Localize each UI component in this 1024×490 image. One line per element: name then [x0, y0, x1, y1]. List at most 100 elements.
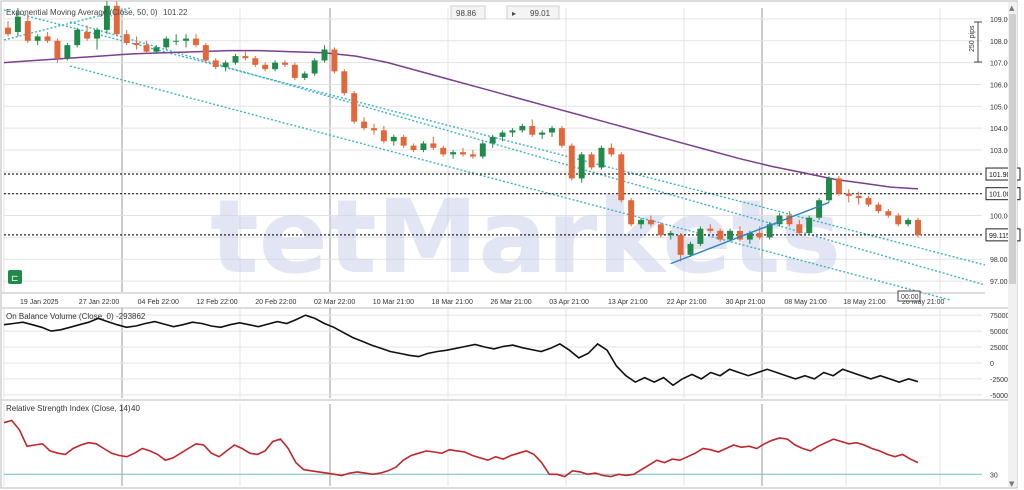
- time-tick-label: 18 Mar 21:00: [432, 299, 473, 306]
- bid-box[interactable]: [450, 5, 486, 20]
- time-tick-label: 26 Mar 21:00: [490, 299, 531, 306]
- candle-body: [816, 200, 823, 218]
- rsi-line: [3, 419, 919, 478]
- time-axis[interactable]: 19 Jan 2025 27 Jan 22:00 04 Feb 22:00 12 Fe…: [20, 299, 945, 306]
- candle-body: [420, 143, 427, 150]
- candle-body: [806, 217, 813, 234]
- candle-body: [717, 230, 724, 240]
- price-tick-label: 104.00: [990, 126, 1012, 133]
- candle-body: [677, 235, 684, 255]
- candle-body: [183, 38, 190, 41]
- candle-body: [460, 152, 466, 155]
- candle-body: [667, 233, 674, 236]
- rsi-value: 40: [131, 404, 140, 413]
- ema-indicator-label[interactable]: Exponential Moving Average (Close, 50, 0…: [6, 8, 158, 17]
- candle-body: [64, 45, 71, 59]
- watermark-logo: tetMarkets: [210, 178, 841, 297]
- candle-body: [638, 219, 645, 225]
- price-level-label: 101.000: [989, 192, 1014, 199]
- ask-sign: ▸: [512, 9, 516, 18]
- ema-line: [3, 49, 919, 190]
- obv-tick-label: 750000: [990, 313, 1013, 320]
- price-tick-label: 107.00: [990, 61, 1012, 68]
- candle-body: [855, 195, 862, 199]
- price-tick-label: 105.00: [990, 104, 1012, 111]
- candle-body: [776, 215, 783, 225]
- candle-body: [143, 45, 150, 52]
- candle-body: [163, 38, 170, 48]
- horizontal-levels: [4, 173, 982, 236]
- obv-tick-label: 500000: [990, 329, 1013, 336]
- chart-tool-glyph: ⊏: [11, 274, 19, 284]
- obv-tick-label: -250000: [990, 377, 1016, 384]
- candle-body: [74, 29, 81, 46]
- candle-body: [123, 34, 130, 43]
- cursor-time-label: 00:00: [901, 294, 919, 301]
- candle-body: [598, 147, 605, 168]
- candle-body: [519, 125, 526, 131]
- candle-body: [549, 128, 555, 133]
- obv-tick-label: 250000: [990, 345, 1013, 352]
- price-tick-label: 109.00: [990, 17, 1012, 24]
- candle-body: [835, 178, 842, 194]
- candle-body: [380, 130, 387, 142]
- obv-value: -293862: [116, 312, 146, 321]
- candle-body: [34, 36, 41, 41]
- chart-tool-icon[interactable]: [8, 270, 22, 284]
- ask-box[interactable]: [506, 5, 560, 20]
- time-tick-label: 04 Feb 22:00: [138, 299, 179, 306]
- candle-body: [489, 136, 496, 144]
- rsi-title[interactable]: Relative Strength Index (Close, 14): [6, 404, 131, 413]
- price-tick-label: 98.00: [990, 257, 1008, 264]
- scrollbar-thumb[interactable]: [1009, 14, 1016, 284]
- price-tick-label: 106.00: [990, 82, 1012, 89]
- candle-body: [311, 60, 318, 74]
- candle-body: [301, 73, 308, 78]
- candle-body: [103, 5, 110, 30]
- time-tick-label: 20 Feb 22:00: [255, 299, 296, 306]
- candle-body: [568, 145, 575, 179]
- candle-body: [875, 204, 882, 212]
- candle-body: [647, 219, 654, 225]
- candle-body: [687, 243, 694, 255]
- candle-body: [390, 136, 397, 142]
- obv-title[interactable]: On Balance Volume (Close, 0): [6, 312, 114, 321]
- candle-body: [657, 224, 664, 236]
- candle-body: [281, 62, 288, 65]
- candle-body: [341, 71, 348, 94]
- time-tick-label: 26 May 21:00: [902, 299, 945, 306]
- scroll-up-icon[interactable]: ▲: [1009, 4, 1015, 12]
- trend-line[interactable]: [670, 201, 830, 265]
- candle-body: [618, 154, 625, 201]
- obv-tick-label: -500000: [990, 393, 1016, 400]
- time-tick-label: 22 Apr 21:00: [667, 299, 707, 306]
- ask-price: 99.01: [530, 9, 551, 18]
- price-tick-label: 100.00: [990, 214, 1012, 221]
- channel-line: [69, 21, 986, 286]
- time-tick-label: 02 Mar 22:00: [314, 299, 355, 306]
- candle-body: [539, 132, 546, 135]
- candle-body: [895, 215, 902, 225]
- obv-line: [3, 314, 919, 387]
- scroll-down-icon[interactable]: ▼: [1009, 480, 1015, 488]
- candle-body: [24, 21, 31, 41]
- candle-body: [588, 154, 595, 168]
- pips-label: 250 pips: [969, 25, 976, 52]
- time-tick-label: 19 Jan 2025: [20, 299, 59, 306]
- candle-body: [84, 32, 91, 39]
- candle-body: [430, 143, 437, 148]
- candle-body: [5, 27, 11, 35]
- candle-body: [766, 224, 773, 238]
- candle-body: [133, 42, 140, 46]
- time-tick-label: 30 Apr 21:00: [726, 299, 766, 306]
- time-tick-label: 13 Apr 21:00: [608, 299, 648, 306]
- candle-body: [410, 145, 417, 150]
- candle-body: [727, 230, 734, 240]
- candle-body: [192, 38, 199, 46]
- candle-body: [272, 62, 279, 70]
- candle-body: [479, 143, 486, 157]
- ema-indicator-value: 101.22: [163, 8, 188, 17]
- candle-body: [14, 16, 21, 33]
- obv-panel-grid: [3, 308, 982, 398]
